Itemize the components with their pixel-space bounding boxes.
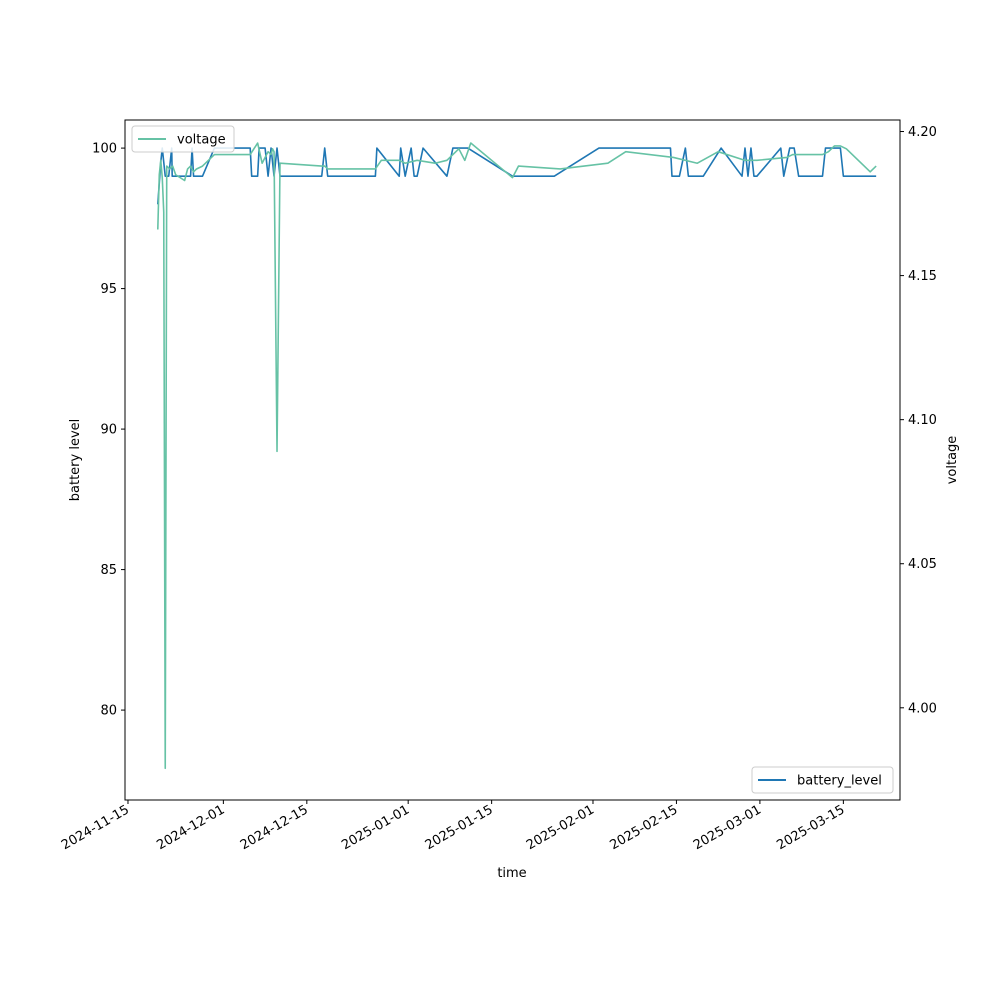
y-tick-label: 90 [100, 423, 117, 438]
legend-battery-level-text: battery_level [797, 774, 882, 789]
y-axis-right: 4.00 4.05 4.10 4.15 4.20 [900, 125, 937, 716]
legend-voltage: voltage [131, 125, 235, 153]
x-axis-label: time [497, 866, 526, 881]
y-axis-label: battery level [68, 419, 83, 502]
y-tick-label: 85 [100, 563, 117, 578]
y2-tick-label: 4.15 [908, 269, 937, 284]
y-tick-label: 80 [100, 704, 117, 719]
legend-battery-level: battery_level [751, 766, 894, 794]
series-line-voltage [156, 142, 877, 770]
legend-voltage-box [131, 125, 235, 153]
legend-battery-level-box [751, 766, 894, 794]
y-tick-label: 95 [100, 282, 117, 297]
y2-tick-label: 4.00 [908, 701, 937, 716]
y-tick-label: 100 [92, 142, 117, 157]
legend-voltage-text: voltage [177, 133, 226, 148]
plot-frame [124, 119, 901, 801]
y-axis-left: 80 85 90 95 100 [92, 142, 125, 719]
y2-tick-label: 4.20 [908, 125, 937, 140]
y2-tick-label: 4.05 [908, 557, 937, 572]
series-layer [156, 142, 877, 770]
y2-tick-label: 4.10 [908, 413, 937, 428]
y2-axis-label: voltage [945, 436, 960, 485]
